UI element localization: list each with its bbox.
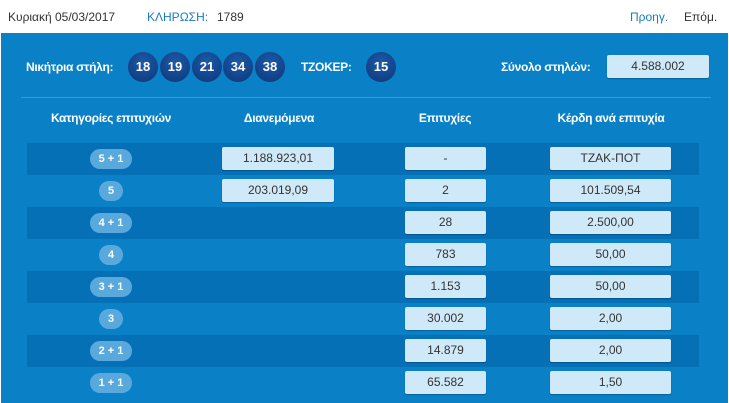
table-row: 1 + 1 65.582 1,50: [27, 367, 699, 399]
prize-value: 2.500,00: [550, 211, 671, 234]
table-row: 5 + 1 1.188.923,01 - ΤΖΑΚ-ΠΟΤ: [27, 143, 699, 175]
header-winners: Επιτυχίες: [418, 111, 472, 125]
winners-value: 28: [405, 211, 486, 234]
winners-value: 30.002: [405, 307, 486, 330]
divider: [21, 97, 711, 98]
joker-number: 15: [366, 52, 396, 82]
winners-value: 14.879: [405, 339, 486, 362]
prize-value: 50,00: [550, 243, 671, 266]
draw-number: 1789: [217, 10, 244, 24]
category-pill: 3 + 1: [90, 277, 132, 297]
winning-number: 19: [160, 52, 190, 82]
prize-value: ΤΖΑΚ-ΠΟΤ: [550, 147, 671, 170]
category-pill: 2 + 1: [90, 341, 132, 361]
winning-number: 18: [128, 52, 158, 82]
winners-value: 2: [405, 179, 486, 202]
total-columns-label: Σύνολο στηλών:: [501, 60, 591, 74]
table-row: 3 30.002 2,00: [27, 303, 699, 335]
draw-label: ΚΛΗΡΩΣΗ:: [147, 10, 209, 24]
category-pill: 3: [99, 309, 123, 329]
prize-value: 2,00: [550, 307, 671, 330]
next-link[interactable]: Επόμ.: [684, 10, 718, 24]
header-prize: Κέρδη ανά επιτυχία: [557, 111, 665, 125]
prize-value: 101.509,54: [550, 179, 671, 202]
category-pill: 4: [99, 245, 123, 265]
winning-number: 38: [255, 52, 285, 82]
previous-link[interactable]: Προηγ.: [630, 10, 669, 24]
winning-number: 21: [192, 52, 222, 82]
distributed-value: 203.019,09: [222, 179, 334, 202]
header-distributed: Διανεμόμενα: [243, 111, 315, 125]
table-row: 5 203.019,09 2 101.509,54: [27, 175, 699, 207]
winning-number: 34: [223, 52, 253, 82]
category-pill: 1 + 1: [90, 373, 132, 393]
prize-value: 1,50: [550, 371, 671, 394]
header-categories: Κατηγορίες επιτυχιών: [50, 111, 172, 125]
category-pill: 5: [99, 181, 123, 201]
category-pill: 4 + 1: [90, 213, 132, 233]
joker-label: ΤΖΟΚΕΡ:: [301, 60, 352, 74]
total-columns-value: 4.588.002: [607, 55, 709, 78]
winning-label: Νικήτρια στήλη:: [26, 60, 114, 74]
results-panel: Νικήτρια στήλη: 18 19 21 34 38 ΤΖΟΚΕΡ: 1…: [1, 33, 728, 403]
table-row: 4 + 1 28 2.500,00: [27, 207, 699, 239]
table-row: 3 + 1 1.153 50,00: [27, 271, 699, 303]
winners-value: 1.153: [405, 275, 486, 298]
prize-value: 50,00: [550, 275, 671, 298]
winners-value: -: [405, 147, 486, 170]
winners-value: 783: [405, 243, 486, 266]
draw-header: Κυριακή 05/03/2017 ΚΛΗΡΩΣΗ: 1789 Προηγ. …: [0, 0, 729, 33]
table-row: 2 + 1 14.879 2,00: [27, 335, 699, 367]
prize-value: 2,00: [550, 339, 671, 362]
draw-date: Κυριακή 05/03/2017: [8, 10, 116, 24]
table-row: 4 783 50,00: [27, 239, 699, 271]
category-pill: 5 + 1: [90, 149, 132, 169]
distributed-value: 1.188.923,01: [222, 147, 334, 170]
winners-value: 65.582: [405, 371, 486, 394]
